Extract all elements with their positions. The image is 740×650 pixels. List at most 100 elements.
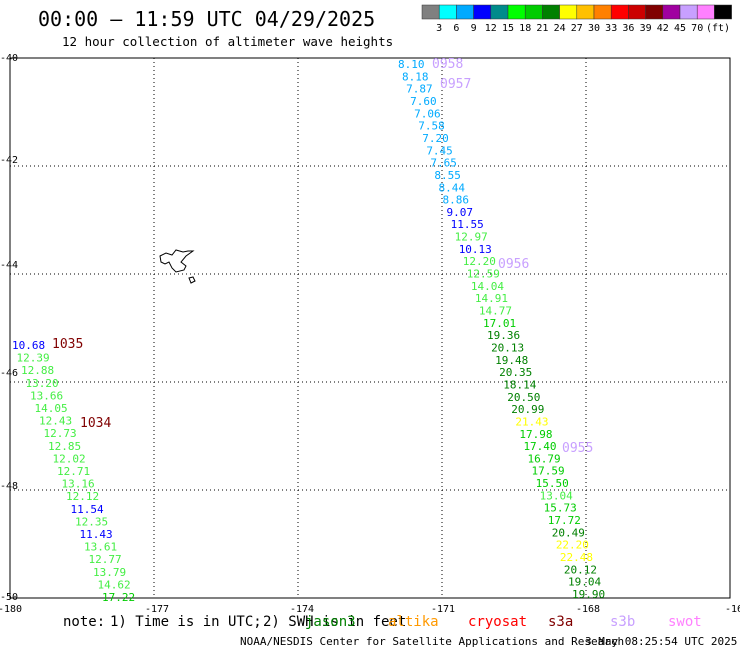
longitude-tick-label: -174 bbox=[290, 604, 314, 615]
legend-swatch bbox=[524, 4, 543, 20]
wave-height-label: 13.79 bbox=[93, 566, 126, 579]
wave-height-label: 7.60 bbox=[410, 95, 437, 108]
satellite-name-jason3: jason3 bbox=[305, 614, 356, 630]
map-grid bbox=[10, 58, 730, 598]
legend-swatch bbox=[559, 4, 578, 20]
wave-height-label: 7.20 bbox=[422, 132, 449, 145]
wave-height-label: 12.12 bbox=[66, 490, 99, 503]
note-time: 1) Time is in UTC; bbox=[110, 614, 262, 630]
satellite-name-s3b: s3b bbox=[610, 614, 635, 630]
wave-height-label: 11.55 bbox=[451, 218, 484, 231]
legend-swatch bbox=[490, 4, 509, 20]
wave-height-label: 20.13 bbox=[491, 341, 524, 354]
wave-height-label: 22.20 bbox=[556, 539, 589, 552]
legend-tick-label: 6 bbox=[453, 23, 459, 34]
wave-height-label: 19.36 bbox=[487, 329, 520, 342]
wave-height-label: 12.35 bbox=[75, 515, 108, 528]
legend-tick-label: 9 bbox=[471, 23, 477, 34]
legend-tick-label: 45 bbox=[674, 23, 686, 34]
island-shape bbox=[159, 249, 196, 284]
latitude-tick-label: -42 bbox=[0, 155, 18, 166]
legend-swatch bbox=[576, 4, 595, 20]
legend-swatch bbox=[593, 4, 612, 20]
satellite-name-s3a: s3a bbox=[548, 614, 573, 630]
latitude-tick-label: -40 bbox=[0, 53, 18, 64]
note-swh: 2) SWH is in feet bbox=[263, 614, 406, 630]
legend-tick-label: 36 bbox=[622, 23, 634, 34]
legend-swatch bbox=[662, 4, 681, 20]
wave-height-label: 8.44 bbox=[438, 181, 465, 194]
wave-height-label: 13.04 bbox=[540, 489, 573, 502]
wave-height-label: 14.04 bbox=[471, 280, 504, 293]
legend-swatch bbox=[507, 4, 526, 20]
wave-height-label: 17.72 bbox=[548, 514, 581, 527]
wave-height-label: 9.07 bbox=[447, 206, 474, 219]
latitude-tick-label: -44 bbox=[0, 260, 18, 271]
legend-swatch bbox=[438, 4, 457, 20]
wave-height-label: 17.40 bbox=[523, 440, 556, 453]
wave-height-label: 12.73 bbox=[44, 427, 77, 440]
legend-tick-label: 70 bbox=[691, 23, 703, 34]
legend-tick-label: 3 bbox=[436, 23, 442, 34]
wave-height-label: 12.39 bbox=[17, 352, 50, 365]
pass-time-label: 0957 bbox=[440, 77, 471, 92]
legend-tick-label: 24 bbox=[554, 23, 566, 34]
wave-height-label: 8.55 bbox=[434, 169, 461, 182]
wave-height-label: 8.10 bbox=[398, 58, 425, 71]
wave-height-label: 7.45 bbox=[426, 144, 453, 157]
wave-height-label: 18.14 bbox=[503, 378, 536, 391]
wave-height-label: 20.50 bbox=[507, 391, 540, 404]
note-prefix: note: bbox=[63, 614, 105, 630]
wave-height-label: 8.18 bbox=[402, 70, 429, 83]
altimeter-track-a: 8.108.187.877.607.067.587.207.457.658.55… bbox=[398, 58, 605, 601]
pass-time-label: 0956 bbox=[498, 257, 529, 272]
wave-height-label: 13.20 bbox=[26, 377, 59, 390]
wave-height-label: 7.87 bbox=[406, 83, 433, 96]
satellite-name-cryosat: cryosat bbox=[468, 614, 527, 630]
wave-height-label: 14.77 bbox=[479, 305, 512, 318]
longitude-tick-label: -171 bbox=[431, 604, 455, 615]
wave-height-label: 10.68 bbox=[12, 339, 45, 352]
legend-swatch bbox=[696, 4, 715, 20]
latitude-tick-label: -50 bbox=[0, 592, 18, 603]
wave-height-label: 12.71 bbox=[57, 465, 90, 478]
wave-height-label: 20.12 bbox=[564, 563, 597, 576]
map-title: 00:00 – 11:59 UTC 04/29/2025 bbox=[38, 7, 375, 31]
wave-height-label: 10.13 bbox=[459, 243, 492, 256]
wave-height-label: 20.49 bbox=[552, 526, 585, 539]
wave-height-label: 19.48 bbox=[495, 354, 528, 367]
legend-swatch bbox=[610, 4, 629, 20]
wave-height-label: 20.99 bbox=[511, 403, 544, 416]
legend-tick-label: 33 bbox=[605, 23, 617, 34]
wave-height-label: 11.54 bbox=[71, 503, 104, 516]
wave-height-label: 17.98 bbox=[519, 428, 552, 441]
wave-height-label: 17.59 bbox=[532, 465, 565, 478]
wave-height-label: 13.61 bbox=[84, 541, 117, 554]
wave-height-label: 22.48 bbox=[560, 551, 593, 564]
wave-height-label: 12.02 bbox=[53, 452, 86, 465]
legend-swatch bbox=[542, 4, 560, 20]
legend-tick-label: 21 bbox=[536, 23, 548, 34]
wave-height-label: 19.04 bbox=[568, 576, 601, 589]
wave-height-label: 12.88 bbox=[21, 364, 54, 377]
legend-swatch bbox=[421, 4, 440, 20]
wave-height-legend: 3 6 9 12 15 18 21 24 27 30 33 36 39 42 45 70 bbox=[421, 4, 732, 34]
wave-height-label: 21.43 bbox=[515, 415, 548, 428]
wave-height-label: 20.35 bbox=[499, 366, 532, 379]
legend-swatch bbox=[645, 4, 664, 20]
wave-height-label: 14.05 bbox=[35, 402, 68, 415]
legend-tick-label: 18 bbox=[519, 23, 531, 34]
generated-timestamp: 3 May 08:25:54 UTC 2025 bbox=[585, 635, 737, 648]
legend-swatch bbox=[714, 4, 732, 20]
pass-time-label: 0958 bbox=[432, 57, 463, 72]
longitude-tick-label: -168 bbox=[576, 604, 600, 615]
wave-height-label: 7.06 bbox=[414, 107, 441, 120]
pass-time-labels: 0958 0957 0956 0955 1035 1034 bbox=[52, 57, 593, 456]
longitude-tick-label: -180 bbox=[0, 604, 22, 615]
pass-time-label: 1034 bbox=[80, 416, 111, 431]
wave-height-label: 19.90 bbox=[572, 588, 605, 601]
legend-tick-label: 30 bbox=[588, 23, 600, 34]
wave-height-label: 14.91 bbox=[475, 292, 508, 305]
wave-height-label: 11.43 bbox=[80, 528, 113, 541]
